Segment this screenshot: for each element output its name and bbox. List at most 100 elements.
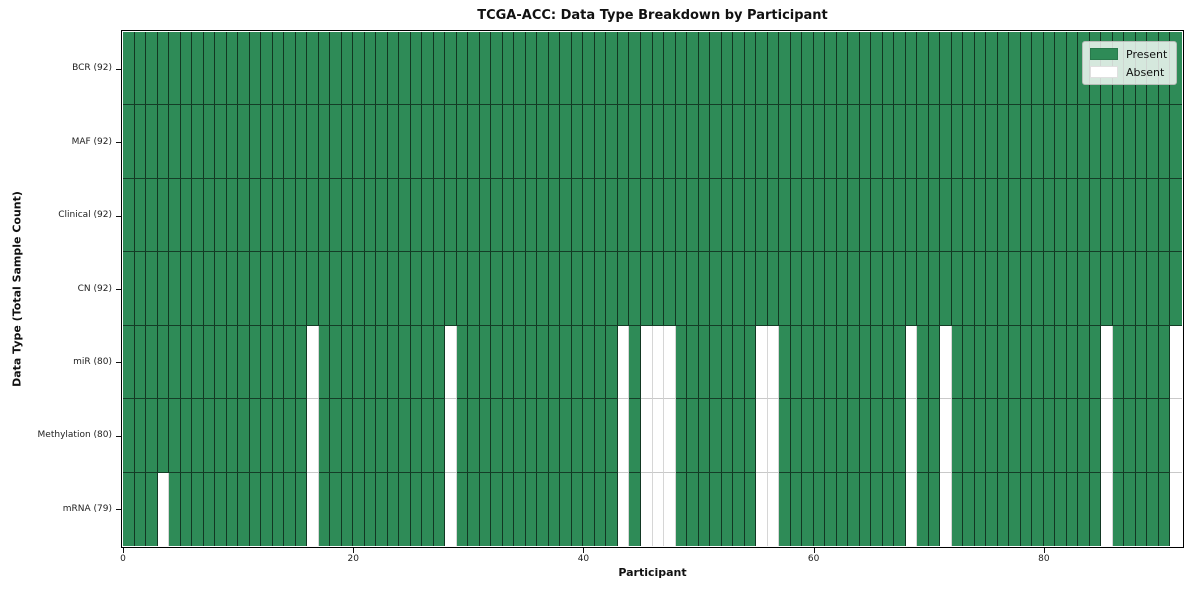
heatmap-cell xyxy=(894,472,906,546)
heatmap-cell xyxy=(675,105,688,179)
heatmap-cell xyxy=(594,252,607,326)
heatmap-cell xyxy=(744,472,757,546)
heatmap-cell xyxy=(733,105,745,179)
heatmap-cell xyxy=(376,105,388,179)
heatmap-cell xyxy=(629,32,641,106)
heatmap-cell xyxy=(560,32,572,106)
heatmap-cell xyxy=(894,178,906,253)
heatmap-cell xyxy=(1055,105,1067,179)
heatmap-cell xyxy=(376,325,388,400)
heatmap-cell xyxy=(479,399,492,473)
heatmap-cell xyxy=(710,472,722,546)
heatmap-cell xyxy=(1020,252,1033,326)
heatmap-cell xyxy=(502,105,515,179)
heatmap-cell xyxy=(364,325,377,400)
heatmap-cell xyxy=(295,252,308,326)
heatmap-cell xyxy=(733,472,745,546)
heatmap-cell xyxy=(399,178,411,253)
heatmap-cell xyxy=(548,472,561,546)
heatmap-cell xyxy=(399,472,411,546)
x-tick-mark xyxy=(813,548,815,553)
heatmap-cell xyxy=(146,105,158,179)
heatmap-cell xyxy=(491,105,503,179)
heatmap-cell xyxy=(1066,252,1079,326)
heatmap-cell xyxy=(640,178,653,253)
heatmap-cell xyxy=(203,178,216,253)
heatmap-cell xyxy=(387,32,400,106)
heatmap-cell xyxy=(468,105,480,179)
heatmap-cell xyxy=(836,178,849,253)
heatmap-cell xyxy=(1170,399,1182,473)
heatmap-cell xyxy=(905,178,918,253)
heatmap-cell xyxy=(123,472,135,546)
heatmap-cell xyxy=(675,252,688,326)
heatmap-cell xyxy=(825,178,837,253)
heatmap-cell xyxy=(433,178,446,253)
heatmap-cell xyxy=(307,399,319,473)
heatmap-cell xyxy=(330,32,342,106)
heatmap-cell xyxy=(560,325,572,400)
heatmap-cell xyxy=(571,178,584,253)
heatmap-cell xyxy=(169,325,181,400)
heatmap-cell xyxy=(767,325,780,400)
heatmap-cell xyxy=(180,178,193,253)
heatmap-cell xyxy=(364,472,377,546)
heatmap-cell xyxy=(652,325,664,400)
heatmap-cell xyxy=(341,178,354,253)
heatmap-cell xyxy=(479,325,492,400)
legend-label: Absent xyxy=(1126,65,1165,79)
heatmap-cell xyxy=(1043,399,1056,473)
heatmap-cell xyxy=(318,399,331,473)
heatmap-cell xyxy=(997,32,1010,106)
heatmap-cell xyxy=(744,178,757,253)
heatmap-cell xyxy=(802,325,814,400)
heatmap-cell xyxy=(1124,325,1136,400)
heatmap-cell xyxy=(525,472,538,546)
heatmap-cell xyxy=(203,105,216,179)
heatmap-cell xyxy=(836,472,849,546)
heatmap-cell xyxy=(687,252,699,326)
heatmap-cell xyxy=(1089,252,1102,326)
heatmap-cell xyxy=(986,399,998,473)
heatmap-cell xyxy=(157,472,170,546)
heatmap-cell xyxy=(456,472,469,546)
heatmap-cell xyxy=(1112,178,1125,253)
heatmap-cell xyxy=(848,399,860,473)
heatmap-cell xyxy=(917,399,929,473)
heatmap-cell xyxy=(456,32,469,106)
heatmap-cell xyxy=(744,325,757,400)
heatmap-cell xyxy=(525,325,538,400)
heatmap-cell xyxy=(353,178,365,253)
heatmap-cell xyxy=(525,105,538,179)
heatmap-cell xyxy=(1101,105,1113,179)
heatmap-cell xyxy=(1147,325,1159,400)
heatmap-cell xyxy=(502,399,515,473)
heatmap-cell xyxy=(871,105,883,179)
heatmap-cell xyxy=(272,325,285,400)
heatmap-cell xyxy=(318,105,331,179)
heatmap-cell xyxy=(974,105,987,179)
heatmap-cell xyxy=(848,105,860,179)
heatmap-cell xyxy=(882,472,895,546)
heatmap-cell xyxy=(134,252,147,326)
heatmap-cell xyxy=(664,399,676,473)
heatmap-cell xyxy=(848,252,860,326)
heatmap-cell xyxy=(226,252,239,326)
heatmap-cell xyxy=(1009,178,1021,253)
heatmap-cell xyxy=(917,252,929,326)
heatmap-cell xyxy=(479,472,492,546)
heatmap-cell xyxy=(1078,252,1090,326)
heatmap-cell xyxy=(560,472,572,546)
heatmap-cell xyxy=(537,178,549,253)
heatmap-cell xyxy=(1135,472,1148,546)
heatmap-cell xyxy=(1112,472,1125,546)
heatmap-cell xyxy=(1170,178,1182,253)
heatmap-cell xyxy=(790,252,803,326)
heatmap-cell xyxy=(399,252,411,326)
heatmap-cell xyxy=(583,472,595,546)
x-tick-label: 80 xyxy=(1038,554,1050,564)
heatmap-cell xyxy=(491,178,503,253)
heatmap-cell xyxy=(353,32,365,106)
heatmap-cell xyxy=(721,399,734,473)
